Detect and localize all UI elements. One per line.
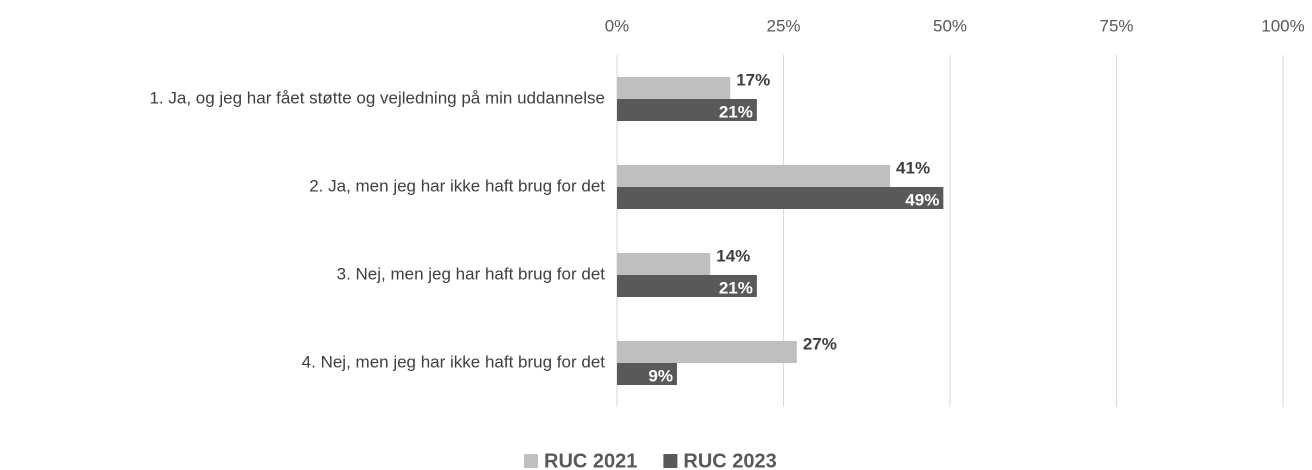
- data-label: 21%: [719, 278, 753, 297]
- x-tick-label: 100%: [1261, 16, 1304, 35]
- data-label: 49%: [905, 190, 939, 209]
- data-label: 27%: [803, 334, 837, 353]
- data-label: 17%: [736, 70, 770, 89]
- data-label: 41%: [896, 158, 930, 177]
- category-label: 3. Nej, men jeg har haft brug for det: [337, 264, 606, 283]
- x-tick-label: 50%: [933, 16, 967, 35]
- bar: [617, 275, 757, 297]
- bar: [617, 165, 891, 187]
- x-tick-label: 0%: [605, 16, 630, 35]
- bar: [617, 187, 944, 209]
- x-tick-label: 75%: [1099, 16, 1133, 35]
- bar: [617, 363, 677, 385]
- category-label: 4. Nej, men jeg har ikke haft brug for d…: [302, 352, 606, 371]
- category-label: 2. Ja, men jeg har ikke haft brug for de…: [309, 176, 605, 195]
- bar: [617, 99, 757, 121]
- bar: [617, 77, 731, 99]
- data-label: 14%: [716, 246, 750, 265]
- data-label: 9%: [648, 366, 673, 385]
- x-tick-label: 25%: [766, 16, 800, 35]
- bar: [617, 341, 797, 363]
- data-label: 21%: [719, 102, 753, 121]
- legend-swatch: [663, 454, 678, 468]
- legend-label: RUC 2021: [544, 450, 637, 470]
- bar: [617, 253, 711, 275]
- legend-swatch: [524, 454, 538, 468]
- category-label: 1. Ja, og jeg har fået støtte og vejledn…: [149, 88, 605, 107]
- legend-label: RUC 2023: [683, 450, 776, 470]
